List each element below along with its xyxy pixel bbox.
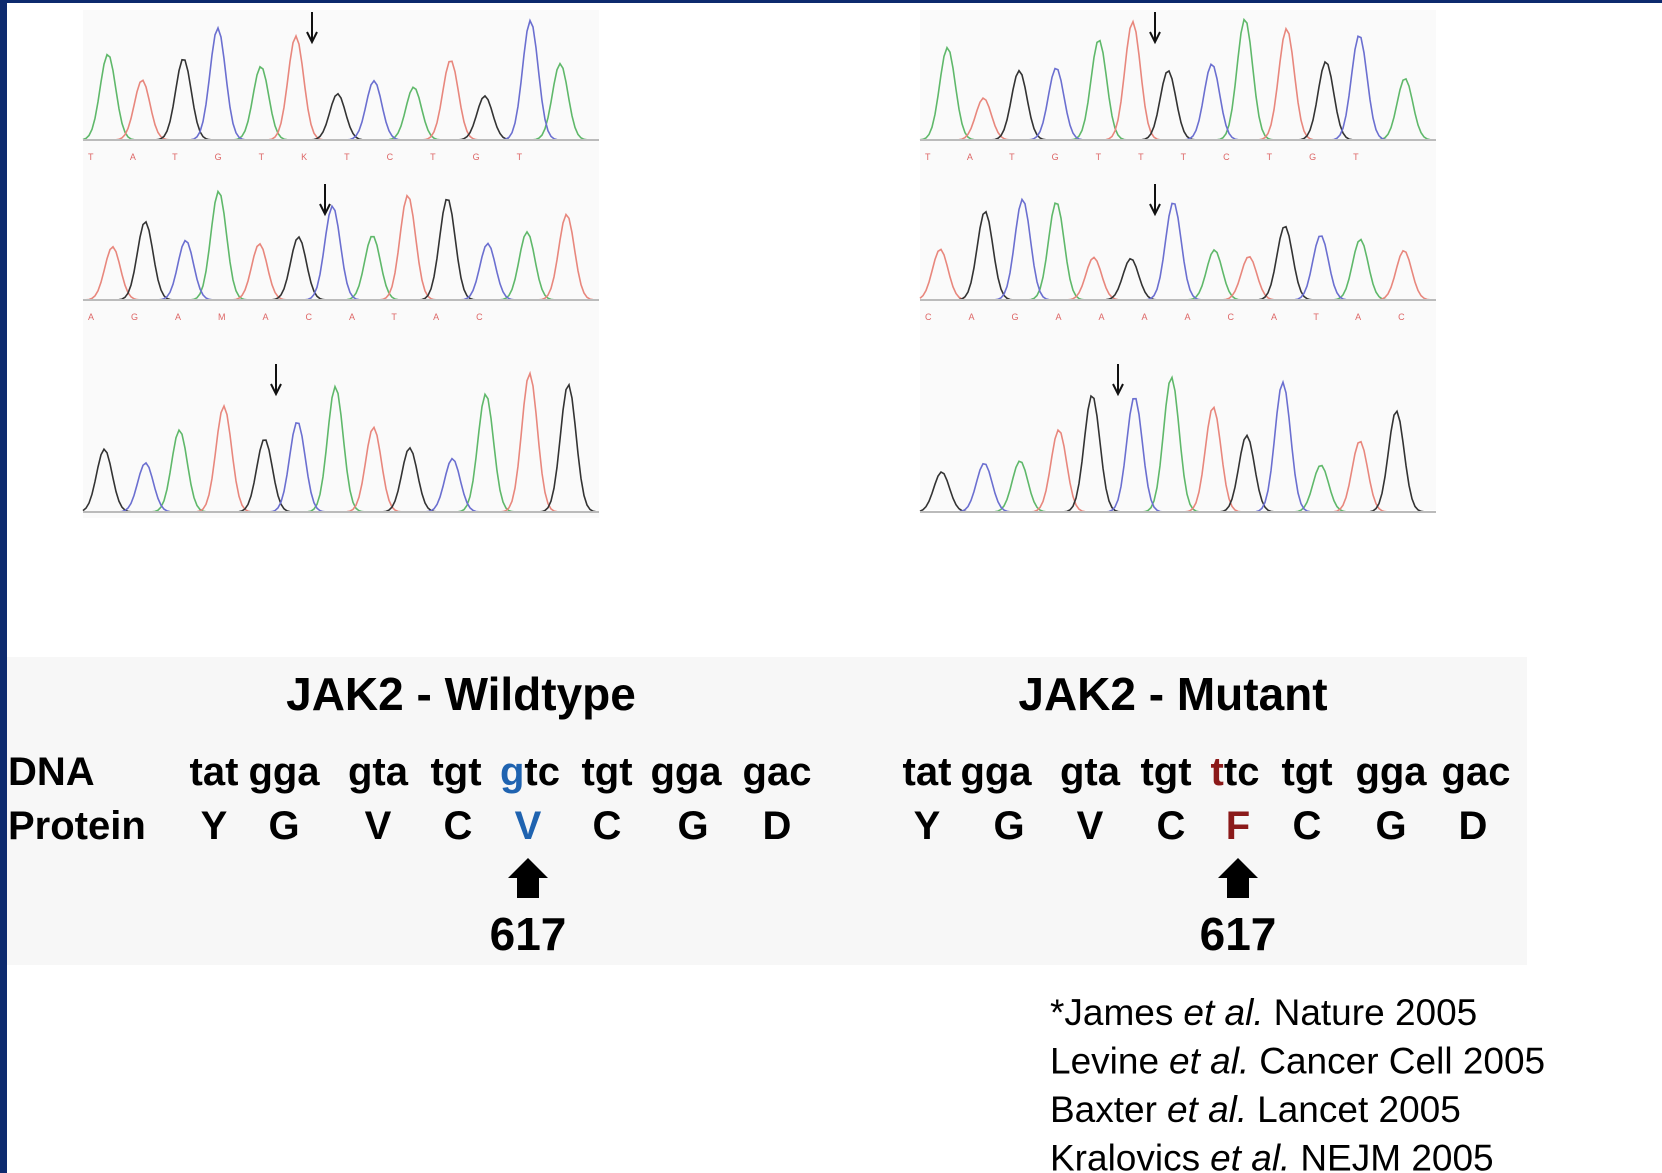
codon: gga [960, 750, 1032, 794]
codon: tgt [1281, 750, 1332, 794]
residue: G [993, 804, 1024, 848]
panel-title: JAK2 - Mutant [1018, 668, 1327, 720]
position: 617 [490, 908, 567, 960]
codon: gga [1355, 750, 1427, 794]
reference-author: Kralovics [1050, 1138, 1200, 1173]
codon: gac [1442, 750, 1511, 794]
codon: ttc [1211, 750, 1260, 794]
residue: V [1077, 804, 1104, 848]
reference-source: Lancet 2005 [1257, 1089, 1461, 1130]
codon: tat [903, 750, 952, 794]
residue: Y [914, 804, 941, 848]
reference-etal: et al. [1167, 1089, 1247, 1130]
reference-source: Cancer Cell 2005 [1259, 1041, 1545, 1082]
codon: tat [190, 750, 239, 794]
residue: V [365, 804, 392, 848]
reference-author: *James [1050, 992, 1173, 1033]
codon: gta [348, 750, 409, 794]
base-calls: AGAMACATAC [88, 312, 520, 322]
residue: C [444, 804, 473, 848]
residue: D [1459, 804, 1488, 848]
page: {"chromatograms": { "wildtype": [ {"base… [0, 0, 1662, 1173]
codon: gga [248, 750, 320, 794]
base-calls: CAGAAAACATAC [925, 312, 1442, 322]
residue: C [1157, 804, 1186, 848]
frame-left [0, 0, 7, 1173]
base-calls: TATGTKTCTGT [88, 152, 559, 162]
residue: V [515, 804, 542, 848]
residue: Y [201, 804, 228, 848]
protein-label: Protein [8, 804, 146, 848]
position: 617 [1200, 908, 1277, 960]
reference-author: Levine [1050, 1041, 1159, 1082]
codon: tgt [581, 750, 632, 794]
reference: Kralovics et al. NEJM 2005 [1050, 1138, 1494, 1173]
frame-top [0, 0, 1662, 3]
reference-source: NEJM 2005 [1300, 1138, 1493, 1173]
residue: G [677, 804, 708, 848]
reference-etal: et al. [1169, 1041, 1249, 1082]
codon: tgt [1140, 750, 1191, 794]
panel-title: JAK2 - Wildtype [286, 668, 636, 720]
residue: D [763, 804, 792, 848]
dna-label: DNA [8, 750, 95, 794]
codon: gta [1060, 750, 1121, 794]
codon: gtc [500, 750, 560, 794]
reference-source: Nature 2005 [1274, 992, 1478, 1033]
reference-etal: et al. [1210, 1138, 1290, 1173]
reference-etal: et al. [1183, 992, 1263, 1033]
codon: gac [743, 750, 812, 794]
chromatogram-wildtype [83, 10, 599, 518]
slide: DNA Protein TATGTKTCTGT AGAMACATAC TATGTTT… [0, 0, 1662, 1173]
residue: F [1226, 804, 1250, 848]
residue: G [268, 804, 299, 848]
residue: C [593, 804, 622, 848]
residue: G [1375, 804, 1406, 848]
codon: tgt [430, 750, 481, 794]
chromatogram-mutant [920, 10, 1436, 510]
base-calls: TATGTTTCTGT [925, 152, 1396, 162]
reference-author: Baxter [1050, 1089, 1157, 1130]
residue: C [1293, 804, 1322, 848]
codon: gga [650, 750, 722, 794]
